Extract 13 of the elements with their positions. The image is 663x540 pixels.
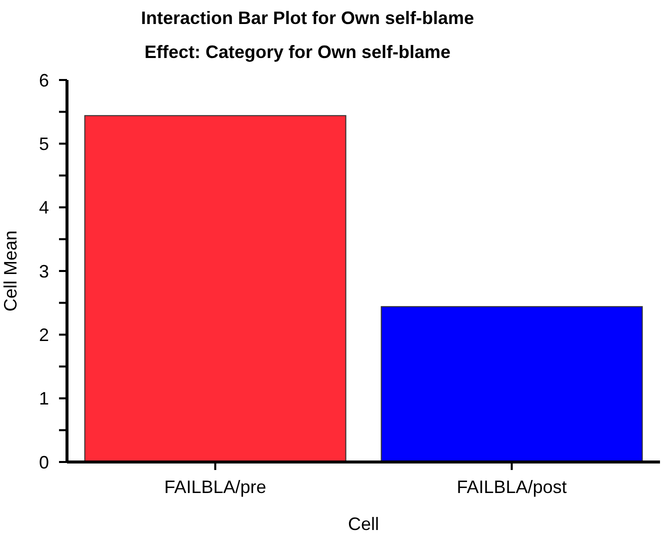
y-axis-title: Cell Mean (0, 230, 20, 312)
chart-title: Interaction Bar Plot for Own self-blame (140, 8, 476, 29)
x-tick-label: FAILBLA/pre (164, 476, 266, 497)
y-tick-label: 0 (38, 452, 49, 472)
y-tick-label: 6 (38, 70, 49, 90)
y-tick-label: 2 (38, 325, 49, 346)
y-tick-label: 5 (38, 134, 49, 154)
y-tick-label: 1 (38, 388, 49, 409)
y-tick-label: 4 (38, 198, 49, 218)
x-axis-title: Cell (348, 514, 380, 534)
y-tick-label: 3 (38, 261, 49, 282)
x-tick-label: FAILBLA/post (456, 476, 567, 497)
chart-subtitle: Effect: Category for Own self-blame (143, 42, 452, 63)
